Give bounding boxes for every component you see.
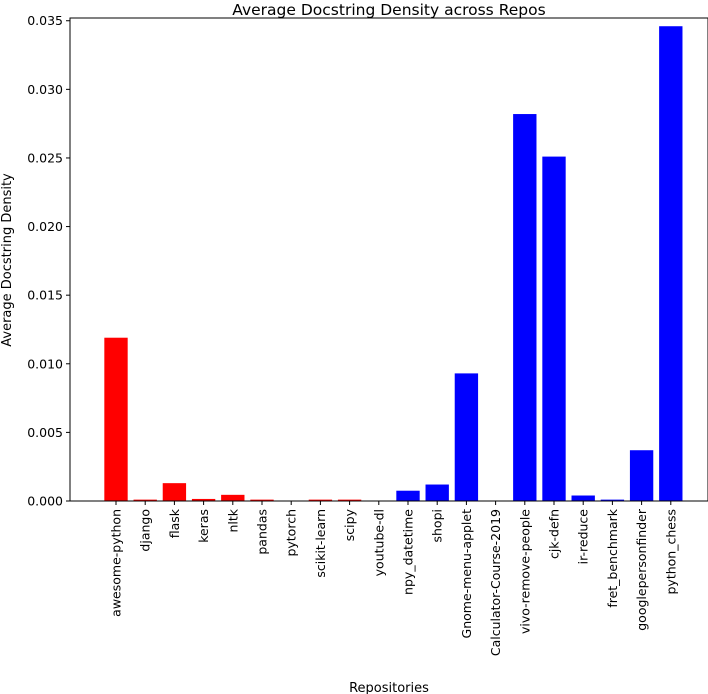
plot-frame [69,17,708,502]
bar-googlepersonfinder [629,450,654,501]
bar-shopi [425,484,449,501]
x-tick-label: shopi [430,509,445,543]
x-axis-ticks: awesome-python django flask keras nltk pandas… [109,501,678,656]
bar-npy_datetime [396,490,420,501]
y-tick-label: 0.030 [27,82,63,97]
bar-scipy [337,499,362,501]
y-tick-label: 0.015 [27,288,63,303]
bar-vivo-remove-people [513,114,537,502]
y-tick-label: 0.000 [27,494,63,509]
x-tick-label: awesome-python [109,509,124,617]
bars-group [104,26,683,502]
bar-fret_benchmark [600,499,625,501]
x-tick-label: django [138,509,153,552]
x-tick-label: Calculator-Course-2019 [488,509,503,656]
x-tick-label: vivo-remove-people [517,509,532,634]
bar-django [133,499,157,501]
x-tick-label: npy_datetime [401,509,416,595]
bar-awesome-python [104,337,128,501]
x-tick-label: nltk [225,508,240,532]
x-tick-label: cjk-defn [547,509,562,559]
y-tick-label: 0.035 [27,13,63,28]
bar-keras [191,498,216,501]
y-tick-label: 0.010 [27,356,63,371]
x-tick-label: keras [196,509,211,543]
x-tick-label: youtube-dl [371,509,386,576]
chart-title: Average Docstring Density across Repos [232,1,545,19]
x-tick-label: python_chess [663,509,678,595]
bar-python_chess [659,26,683,501]
bar-scikit-learn [308,499,333,501]
y-axis-ticks: 0.000 0.005 0.010 0.015 0.020 0.025 0.030 0.035 [27,13,70,509]
bar-flask [162,483,187,501]
bar-pandas [250,499,274,501]
x-tick-label: googlepersonfinder [634,508,649,631]
y-tick-label: 0.005 [27,425,63,440]
bar-cjk-defn [542,156,566,501]
x-tick-label: flask [167,508,182,538]
x-tick-label: fret_benchmark [605,508,620,607]
y-axis-label: Average Docstring Density [0,173,15,347]
x-tick-label: pytorch [284,509,299,557]
y-tick-label: 0.020 [27,219,63,234]
x-tick-label: Gnome-menu-applet [459,509,474,639]
x-tick-label: ir-reduce [576,509,591,565]
x-tick-label: scikit-learn [313,509,328,578]
bar-nltk [221,494,245,501]
x-tick-label: scipy [342,508,357,541]
y-tick-label: 0.025 [27,150,63,165]
bar-Gnome-menu-applet [454,373,479,501]
x-axis-label: Repositories [349,681,429,694]
bar-ir-reduce [571,495,595,501]
x-tick-label: pandas [255,509,270,555]
